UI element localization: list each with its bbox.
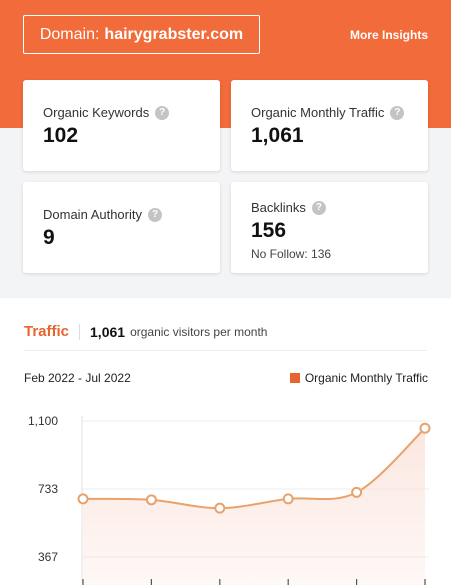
organic-keywords-card: Organic Keywords ? 102 (23, 80, 220, 171)
traffic-divider (79, 323, 81, 340)
more-insights-link[interactable]: More Insights (349, 28, 428, 42)
data-point (77, 493, 89, 505)
backlinks-card: Backlinks ? 156 No Follow: 136 (231, 182, 428, 273)
traffic-visitors-count: 1,061 (90, 323, 126, 340)
no-follow-count: No Follow: 136 (251, 247, 332, 261)
data-point (145, 494, 157, 506)
organic-keywords-label-row: Organic Keywords ? (43, 105, 200, 120)
traffic-title: Traffic (24, 323, 70, 340)
help-icon[interactable]: ? (390, 105, 405, 120)
backlinks-label: Backlinks (251, 200, 306, 215)
traffic-visitors-text: organic visitors per month (130, 324, 268, 339)
domain-authority-card: Domain Authority ? 9 (23, 182, 220, 273)
organic-keywords-label: Organic Keywords (43, 105, 150, 120)
domain-authority-label: Domain Authority (43, 207, 142, 222)
domain-value: hairygrabster.com (104, 25, 244, 43)
domain-box: Domain: hairygrabster.com (23, 15, 260, 54)
y-tick-label: 733 (38, 482, 58, 496)
traffic-header-divider (24, 350, 427, 351)
organic-traffic-value: 1,061 (251, 124, 304, 147)
y-tick-label: 1,100 (28, 414, 58, 428)
help-icon[interactable]: ? (148, 207, 162, 222)
organic-traffic-card: Organic Monthly Traffic ? 1,061 (231, 80, 428, 171)
y-tick-label: 367 (38, 550, 58, 564)
domain-authority-label-row: Domain Authority ? (43, 207, 200, 222)
chart-legend: Organic Monthly Traffic (289, 371, 428, 385)
organic-traffic-label-row: Organic Monthly Traffic ? (251, 105, 408, 120)
series-area (83, 428, 425, 585)
domain-authority-value: 9 (43, 226, 55, 249)
data-point (351, 486, 363, 498)
domain-label: Domain: (39, 25, 100, 43)
legend-label: Organic Monthly Traffic (304, 371, 428, 385)
backlinks-value: 156 (251, 219, 287, 242)
data-point (282, 493, 294, 505)
legend-swatch (289, 373, 300, 383)
help-icon[interactable]: ? (155, 105, 170, 120)
data-point (214, 502, 226, 514)
backlinks-label-row: Backlinks ? (251, 200, 408, 215)
organic-traffic-label: Organic Monthly Traffic (251, 105, 385, 120)
help-icon[interactable]: ? (311, 200, 326, 215)
date-range: Feb 2022 - Jul 2022 (24, 371, 131, 385)
traffic-chart: 1,100 733 367 (28, 414, 431, 585)
traffic-header: Traffic 1,061 organic visitors per month (24, 323, 267, 340)
traffic-section: Traffic 1,061 organic visitors per month… (0, 298, 451, 585)
data-point (419, 422, 431, 434)
organic-keywords-value: 102 (43, 124, 79, 147)
